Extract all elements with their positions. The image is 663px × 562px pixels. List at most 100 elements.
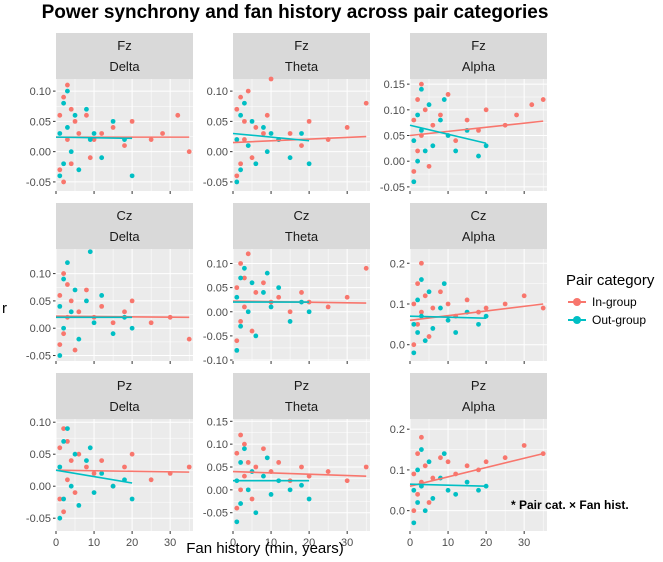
panel-cz-alpha-point-out-group: [411, 350, 417, 356]
panel-cz-theta-point-out-group: [306, 309, 312, 315]
legend-key-in-group: [566, 295, 588, 309]
panel-fz-theta-point-out-group: [268, 131, 274, 136]
panel-pz-alpha-point-in-group: [426, 500, 432, 505]
panel-fz-delta-point-out-group: [65, 88, 70, 94]
panel-fz-delta-point-in-group: [68, 106, 74, 112]
panel-pz-theta-tick-label-y: -0.05: [203, 508, 228, 520]
panel-pz-delta-point-out-group: [76, 503, 82, 508]
panel-fz-delta-point-in-group: [99, 131, 105, 136]
panel-cz-theta-point-in-group: [344, 294, 350, 300]
panel-cz-theta-strip-band-label: Theta: [285, 229, 319, 244]
panel-pz-theta-point-out-group: [299, 482, 304, 488]
panel-pz-alpha-fit-in-group: [409, 452, 544, 487]
legend-item-out-group: Out-group: [566, 311, 654, 329]
panel-fz-alpha-point-out-group: [415, 112, 421, 118]
panel-pz-delta-point-in-group: [129, 451, 135, 457]
panel-cz-theta-point-in-group: [363, 265, 369, 271]
panel-cz-theta-point-out-group: [249, 280, 255, 286]
panel-fz-alpha-point-out-group: [438, 117, 443, 123]
panel-pz-delta-point-in-group: [122, 464, 127, 470]
panel-cz-delta-point-out-group: [91, 320, 97, 326]
panel-cz-delta-point-out-group: [99, 293, 105, 298]
panel-cz-delta-point-in-group: [72, 347, 78, 353]
panel-pz-theta-point-out-group: [234, 519, 240, 525]
panel-cz-delta-point-out-group: [87, 249, 93, 255]
panel-cz-alpha-point-in-group: [415, 321, 421, 327]
panel-cz-alpha-strip-band-label: Alpha: [462, 229, 496, 244]
panel-fz-alpha-point-in-group: [419, 81, 424, 87]
panel-cz-delta-point-in-group: [76, 309, 82, 315]
legend: Pair category In-group Out-group: [566, 272, 654, 329]
panel-fz-theta-point-out-group: [306, 161, 312, 167]
panel-pz-alpha-tick-label-x: 0: [407, 537, 413, 549]
panel-cz-delta-point-in-group: [148, 320, 154, 326]
panel-cz-delta-point-in-group: [57, 293, 63, 298]
panel-cz-alpha-tick-label-y: 0.2: [390, 258, 405, 270]
panel-pz-delta-point-out-group: [61, 496, 67, 502]
panel-pz-alpha-point-in-group: [415, 451, 421, 457]
panel-cz-theta-strip-row-label: Cz: [294, 208, 310, 223]
panel-pz-alpha-tick-label-x: 10: [442, 537, 454, 549]
panel-cz-theta-point-out-group: [238, 323, 244, 329]
panel-pz-alpha-point-out-group: [453, 491, 459, 497]
panel-pz-alpha-point-in-group: [415, 491, 421, 497]
panel-cz-theta-point-out-group: [261, 290, 266, 295]
panel-cz-alpha-point-in-group: [419, 309, 424, 315]
panel-fz-theta-strip-row-label: Fz: [294, 38, 308, 53]
panel-cz-delta-strip: [56, 203, 193, 249]
panel-pz-alpha-point-out-group: [426, 459, 432, 465]
panel-pz-theta-point-out-group: [306, 496, 312, 502]
panel-cz-delta-point-out-group: [72, 287, 78, 293]
panel-cz-theta-point-in-group: [276, 294, 282, 300]
panel-pz-delta-point-in-group: [65, 439, 70, 444]
panel-pz-delta-point-out-group: [84, 458, 89, 463]
panel-cz-delta-point-in-group: [61, 331, 67, 337]
panel-fz-alpha-fit-out-group: [409, 124, 487, 144]
panel-fz-alpha-point-in-group: [415, 148, 421, 154]
panel-fz-alpha-strip: [410, 33, 547, 79]
panel-fz-alpha-point-in-group: [514, 112, 519, 118]
panel-pz-delta-tick-label-y: 0.00: [30, 481, 51, 493]
panel-fz-theta-point-in-group: [234, 173, 240, 179]
panel-fz-alpha-point-out-group: [430, 143, 436, 149]
panel-fz-delta-tick-label-y: 0.00: [30, 147, 51, 159]
panel-pz-alpha-point-out-group: [411, 520, 417, 526]
panel-pz-delta-point-in-group: [61, 426, 67, 431]
panel-cz-delta-point-in-group: [129, 298, 135, 304]
panel-fz-alpha-point-in-group: [476, 127, 481, 133]
panel-pz-delta-point-out-group: [61, 439, 67, 444]
panel-pz-delta-point-out-group: [68, 483, 74, 489]
panel-pz-delta-strip-row-label: Pz: [117, 378, 132, 393]
x-axis-title: Fan history (min, years): [186, 540, 344, 557]
panel-fz-theta-tick-label-y: 0.10: [207, 86, 228, 98]
panel-cz-theta-tick-label-y: 0.05: [207, 283, 228, 295]
y-axis-title: r: [2, 300, 7, 317]
panel-fz-delta-point-in-group: [87, 155, 93, 161]
panel-fz-alpha-point-out-group: [453, 148, 459, 154]
panel-cz-alpha-point-in-group: [521, 293, 527, 299]
panel-pz-alpha-strip-band-label: Alpha: [462, 399, 496, 414]
panel-fz-delta-point-in-group: [57, 112, 63, 118]
panel-fz-alpha-point-in-group: [411, 169, 417, 174]
panel-fz-alpha-point-in-group: [438, 112, 443, 118]
panel-cz-theta-tick-label-y: 0.10: [207, 258, 228, 270]
panel-pz-theta-tick-label-y: 0.00: [207, 485, 228, 497]
panel-fz-alpha-point-in-group: [529, 102, 535, 108]
panel-cz-delta-point-out-group: [76, 336, 82, 342]
panel-fz-theta-point-out-group: [287, 155, 293, 161]
panel-fz-delta-strip-band-label: Delta: [109, 59, 140, 74]
panel-pz-theta-point-out-group: [268, 492, 274, 497]
panel-pz-alpha-point-out-group: [430, 496, 436, 501]
panel-pz-alpha-point-out-group: [419, 447, 424, 452]
panel-fz-delta-point-in-group: [122, 143, 127, 148]
panel-fz-alpha-point-out-group: [441, 97, 447, 102]
panel-pz-delta-point-out-group: [87, 445, 93, 451]
panel-cz-delta-point-in-group: [61, 271, 67, 276]
panel-fz-alpha-point-in-group: [483, 107, 489, 113]
panel-fz-theta-tick-label-y: 0.00: [207, 147, 228, 159]
panel-pz-theta-tick-label-y: 0.15: [207, 416, 228, 428]
panel-cz-theta-point-out-group: [234, 294, 240, 300]
panel-pz-delta-point-out-group: [110, 483, 116, 489]
panel-cz-delta-point-in-group: [110, 320, 116, 326]
panel-fz-alpha-fit-in-group: [409, 120, 544, 137]
